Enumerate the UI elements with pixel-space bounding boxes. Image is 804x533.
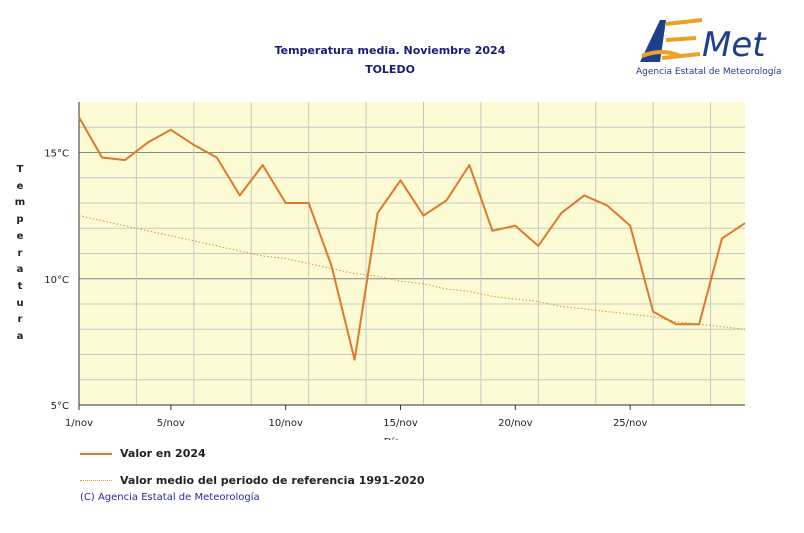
legend-item-2024: Valor en 2024 [80,447,206,460]
x-tick-label: 5/nov [157,418,185,429]
temperature-chart: 5°C 10°C 15°C 1/nov 5/nov 10/nov 15/nov 20/nov 2… [44,102,746,440]
x-axis-label: Día [384,436,401,440]
y-axis-label-letter: r [17,314,23,326]
y-axis-label-letter: r [17,247,23,259]
series-2024-line [78,116,746,361]
legend-item-reference: Valor medio del periodo de referencia 19… [80,474,425,487]
chart-title: Temperatura media. Noviembre 2024 [274,44,506,57]
svg-text:Met: Met [702,25,767,65]
x-tick-label: 1/nov [65,418,93,429]
legend-label-reference: Valor medio del periodo de referencia 19… [120,474,425,487]
series-reference-line [78,215,746,330]
y-axis-label-letter: a [16,331,24,343]
x-tick-label: 15/nov [383,418,418,429]
x-tick-label: 20/nov [498,418,533,429]
aemet-logo: Met [640,18,767,65]
chart-subtitle: TOLEDO [365,63,415,76]
y-tick-label: 5°C [51,401,69,412]
y-axis-label-letter: m [14,197,26,209]
y-axis-label-letter: u [16,297,24,309]
y-axis-label-letter: T [16,164,24,175]
y-tick-label: 10°C [44,275,69,286]
y-axis-label-letter: a [16,264,24,276]
y-axis-label-letter: e [16,230,24,242]
y-axis-label-letter: e [16,180,24,192]
logo-subtitle: Agencia Estatal de Meteorología [636,67,782,77]
legend-swatch-2024 [80,452,112,455]
legend-swatch-reference [80,480,112,481]
legend-label-2024: Valor en 2024 [120,447,206,460]
y-axis-label-letter: t [17,280,23,292]
y-axis-label-letter: p [16,214,24,226]
x-tick-label: 25/nov [613,418,648,429]
x-tick-label: 10/nov [268,418,303,429]
y-tick-label: 15°C [44,149,69,160]
copyright-text: (C) Agencia Estatal de Meteorología [80,492,260,503]
